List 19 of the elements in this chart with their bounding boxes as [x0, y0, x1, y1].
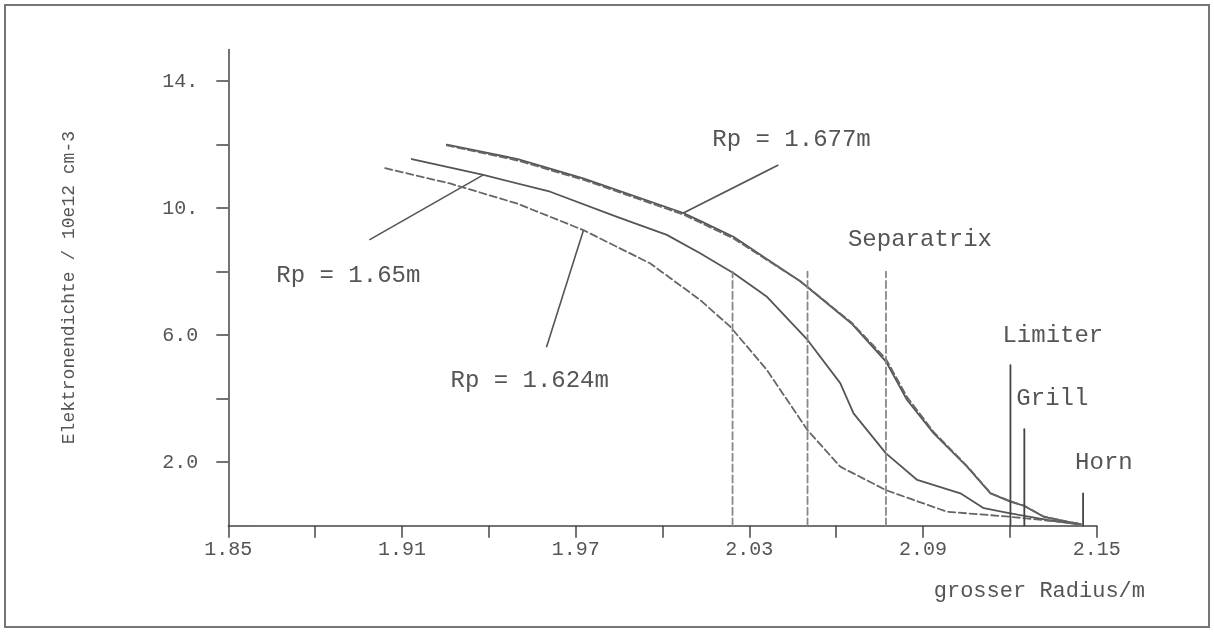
annotation: Separatrix — [847, 226, 992, 254]
annotation: Limiter — [1002, 321, 1104, 349]
x-tick-label: 1.97 — [551, 538, 600, 562]
y-tick-label: 10. — [162, 196, 199, 220]
x-tick-label: 1.91 — [377, 538, 426, 562]
annotation: Rp = 1.65m — [276, 262, 421, 290]
y-tick-label: 14. — [162, 69, 199, 93]
annotation: Rp = 1.624m — [450, 366, 609, 394]
x-axis-title: grosser Radius/m — [933, 578, 1145, 604]
annotation: Rp = 1.677m — [712, 126, 871, 154]
y-tick-label: 2.0 — [162, 450, 199, 474]
x-tick-label: 1.85 — [204, 538, 253, 562]
x-tick-label: 2.09 — [899, 538, 948, 562]
annotation: Grill — [1016, 384, 1089, 412]
annotation: Horn — [1075, 448, 1133, 476]
x-tick-label: 2.03 — [725, 538, 774, 562]
x-tick-label: 2.15 — [1072, 538, 1121, 562]
y-tick-label: 6.0 — [162, 323, 199, 347]
y-axis-title: Elektronendichte / 10e12 cm-3 — [59, 130, 80, 445]
